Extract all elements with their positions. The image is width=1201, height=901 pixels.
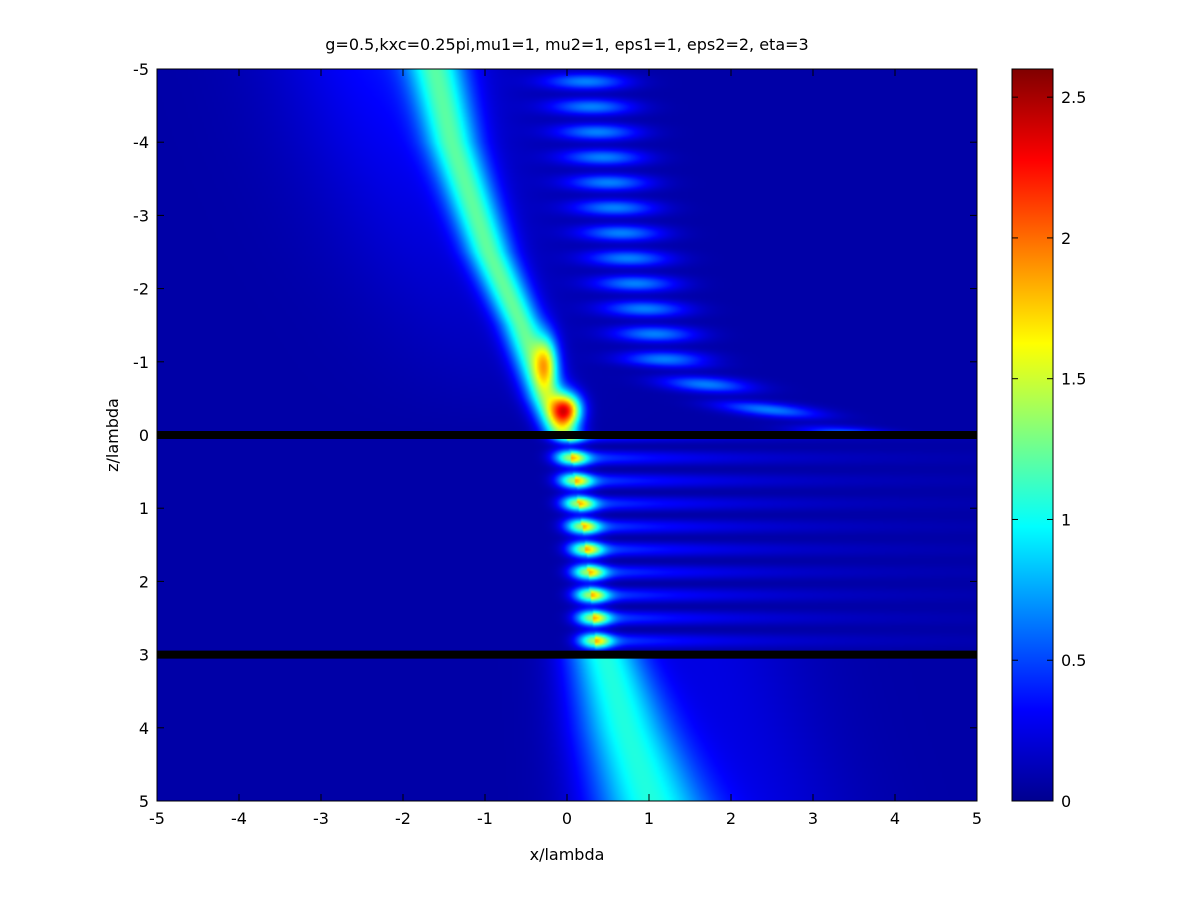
x-tick-label: 2 (726, 809, 736, 828)
x-tick-label: -5 (149, 809, 165, 828)
y-tick-label: 2 (139, 572, 149, 591)
interface-lines (157, 431, 977, 659)
y-tick-label: -4 (133, 133, 149, 152)
y-tick-label: -1 (133, 353, 149, 372)
y-tick-label: 3 (139, 646, 149, 665)
colorbar-tick-label: 2 (1061, 229, 1071, 248)
colorbar-tick-label: 2.5 (1061, 88, 1086, 107)
colorbar-tick-label: 0.5 (1061, 651, 1086, 670)
colorbar-fill (1011, 68, 1054, 802)
colorbar-tick-label: 0 (1061, 792, 1071, 811)
y-axis-label: z/lambda (103, 398, 122, 472)
y-tick-label: 0 (139, 426, 149, 445)
x-tick-label: 1 (644, 809, 654, 828)
x-tick-label: 3 (808, 809, 818, 828)
x-axis: -5 -4 -3 -2 -1 0 1 2 3 4 5 (149, 69, 982, 828)
x-tick-label: -2 (395, 809, 411, 828)
x-tick-label: -1 (477, 809, 493, 828)
x-tick-label: 4 (890, 809, 900, 828)
x-tick-label: -4 (231, 809, 247, 828)
y-tick-label: -5 (133, 60, 149, 79)
y-axis: -5 -4 -3 -2 -1 0 1 2 3 4 5 (133, 60, 977, 811)
y-tick-label: 5 (139, 792, 149, 811)
x-tick-label: 0 (562, 809, 572, 828)
y-tick-label: 4 (139, 719, 149, 738)
plot-area: -5 -4 -3 -2 -1 0 1 2 3 4 5 -5 -4 -3 -2 -1 0 1 2 3 4 5 (133, 60, 982, 828)
y-tick-label: -3 (133, 206, 149, 225)
colorbar: 0 0.5 1 1.5 2 2.5 (1011, 68, 1086, 811)
colorbar-tick-label: 1 (1061, 510, 1071, 529)
x-tick-label: -3 (313, 809, 329, 828)
colorbar-ticks: 0 0.5 1 1.5 2 2.5 (1012, 88, 1086, 811)
x-axis-label: x/lambda (530, 845, 605, 864)
chart-title: g=0.5,kxc=0.25pi,mu1=1, mu2=1, eps1=1, e… (325, 35, 808, 54)
x-tick-label: 5 (972, 809, 982, 828)
y-tick-label: -2 (133, 280, 149, 299)
y-tick-label: 1 (139, 499, 149, 518)
colorbar-tick-label: 1.5 (1061, 370, 1086, 389)
